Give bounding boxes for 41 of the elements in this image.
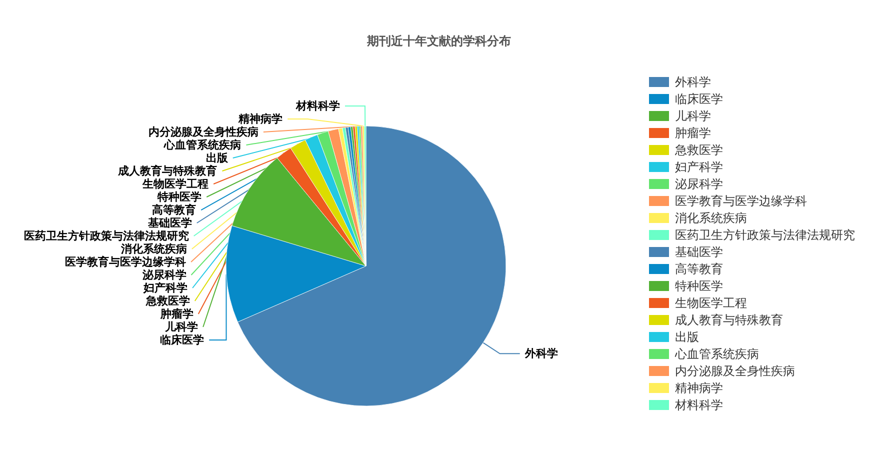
legend-label: 心血管系统疾病 [674, 347, 759, 361]
slice-label: 消化系统疾病 [120, 242, 187, 256]
slice-label: 医学教育与医学边缘学科 [65, 256, 186, 269]
slice-label: 急救医学 [144, 294, 190, 308]
slice-label: 出版 [206, 152, 229, 165]
legend-label: 基础医学 [675, 245, 723, 259]
slice-label: 精神病学 [238, 112, 283, 126]
legend-label: 儿科学 [675, 109, 711, 123]
slice-label: 高等教育 [152, 204, 196, 217]
slice-label: 生物医学工程 [142, 178, 209, 191]
slice-label: 外科学 [524, 347, 558, 360]
legend-label: 消化系统疾病 [675, 211, 747, 225]
slice-label: 肿瘤学 [159, 308, 194, 321]
slice-label: 医药卫生方针政策与法律法规研究 [24, 230, 189, 243]
slice-label: 成人教育与特殊教育 [117, 164, 218, 178]
slice-label: 泌尿科学 [141, 268, 186, 282]
slice-label: 临床医学 [160, 334, 204, 347]
legend-label: 外科学 [675, 75, 711, 89]
slice-label: 内分泌腺及全身性疾病 [148, 126, 258, 139]
legend-label: 妇产科学 [675, 160, 723, 174]
chart-title: 期刊近十年文献的学科分布 [366, 34, 511, 48]
legend-label: 高等教育 [675, 262, 723, 276]
legend-label: 特种医学 [675, 279, 723, 293]
slice-label: 妇产科学 [142, 282, 188, 295]
legend-label: 医学教育与医学边缘学科 [675, 194, 807, 208]
legend-label: 肿瘤学 [675, 126, 711, 140]
legend-label: 急救医学 [674, 143, 723, 157]
legend-label: 生物医学工程 [675, 296, 747, 310]
legend-label: 材料科学 [674, 398, 723, 412]
legend-label: 内分泌腺及全身性疾病 [675, 364, 795, 378]
slice-label: 基础医学 [146, 216, 192, 230]
legend-label: 泌尿科学 [675, 177, 723, 191]
legend-label: 医药卫生方针政策与法律法规研究 [675, 228, 855, 242]
legend-label: 成人教育与特殊教育 [675, 313, 783, 327]
slice-label: 特种医学 [156, 190, 202, 204]
slice-label: 材料科学 [294, 100, 340, 113]
slice-label: 儿科学 [164, 320, 198, 334]
legend-label: 临床医学 [675, 92, 723, 106]
legend-label: 精神病学 [675, 381, 723, 395]
slice-label: 心血管系统疾病 [163, 138, 242, 152]
legend-label: 出版 [675, 330, 699, 344]
